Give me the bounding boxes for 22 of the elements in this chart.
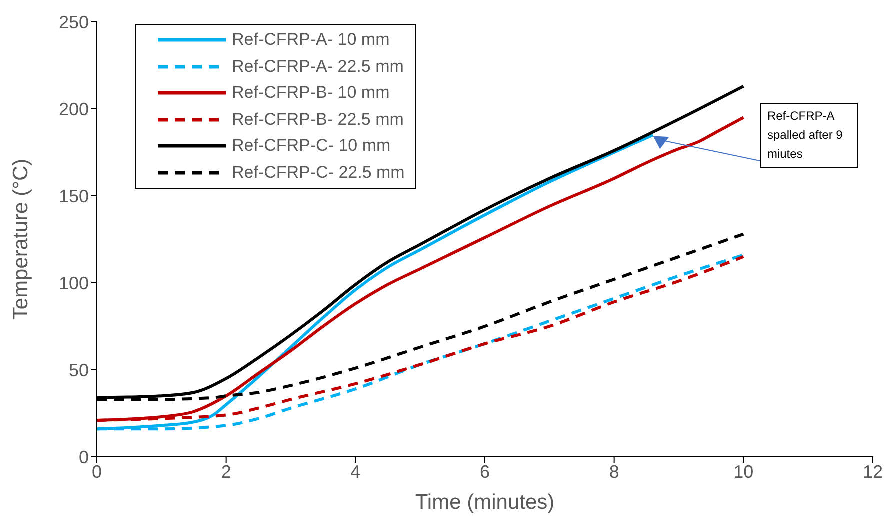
y-tick-label: 100 bbox=[58, 273, 89, 294]
x-tick-label: 10 bbox=[734, 462, 754, 482]
x-tick-label: 2 bbox=[221, 462, 232, 482]
legend-label: Ref-CFRP-C- 22.5 mm bbox=[232, 162, 405, 183]
legend-label: Ref-CFRP-A- 10 mm bbox=[232, 30, 390, 50]
x-tick-label: 8 bbox=[609, 462, 620, 482]
y-tick-label: 50 bbox=[68, 360, 89, 380]
y-tick-label: 200 bbox=[58, 99, 89, 120]
x-tick-label: 0 bbox=[92, 462, 102, 482]
legend-label: Ref-CFRP-B- 22.5 mm bbox=[232, 110, 404, 130]
x-tick-label: 6 bbox=[480, 462, 490, 482]
annotation: Ref-CFRP-A spalled after 9 miutes bbox=[760, 103, 858, 168]
x-tick-label: 4 bbox=[350, 462, 361, 482]
y-tick-label: 250 bbox=[58, 12, 89, 32]
y-tick-label: 0 bbox=[78, 447, 89, 468]
x-axis-title: Time (minutes) bbox=[415, 491, 555, 514]
y-tick-label: 150 bbox=[58, 186, 89, 206]
legend-label: Ref-CFRP-C- 10 mm bbox=[232, 136, 391, 156]
legend-label: Ref-CFRP-B- 10 mm bbox=[232, 83, 390, 104]
legend-label: Ref-CFRP-A- 22.5 mm bbox=[232, 56, 404, 77]
y-axis-title: Temperature (°C) bbox=[9, 158, 32, 320]
x-tick-label: 12 bbox=[862, 462, 884, 482]
